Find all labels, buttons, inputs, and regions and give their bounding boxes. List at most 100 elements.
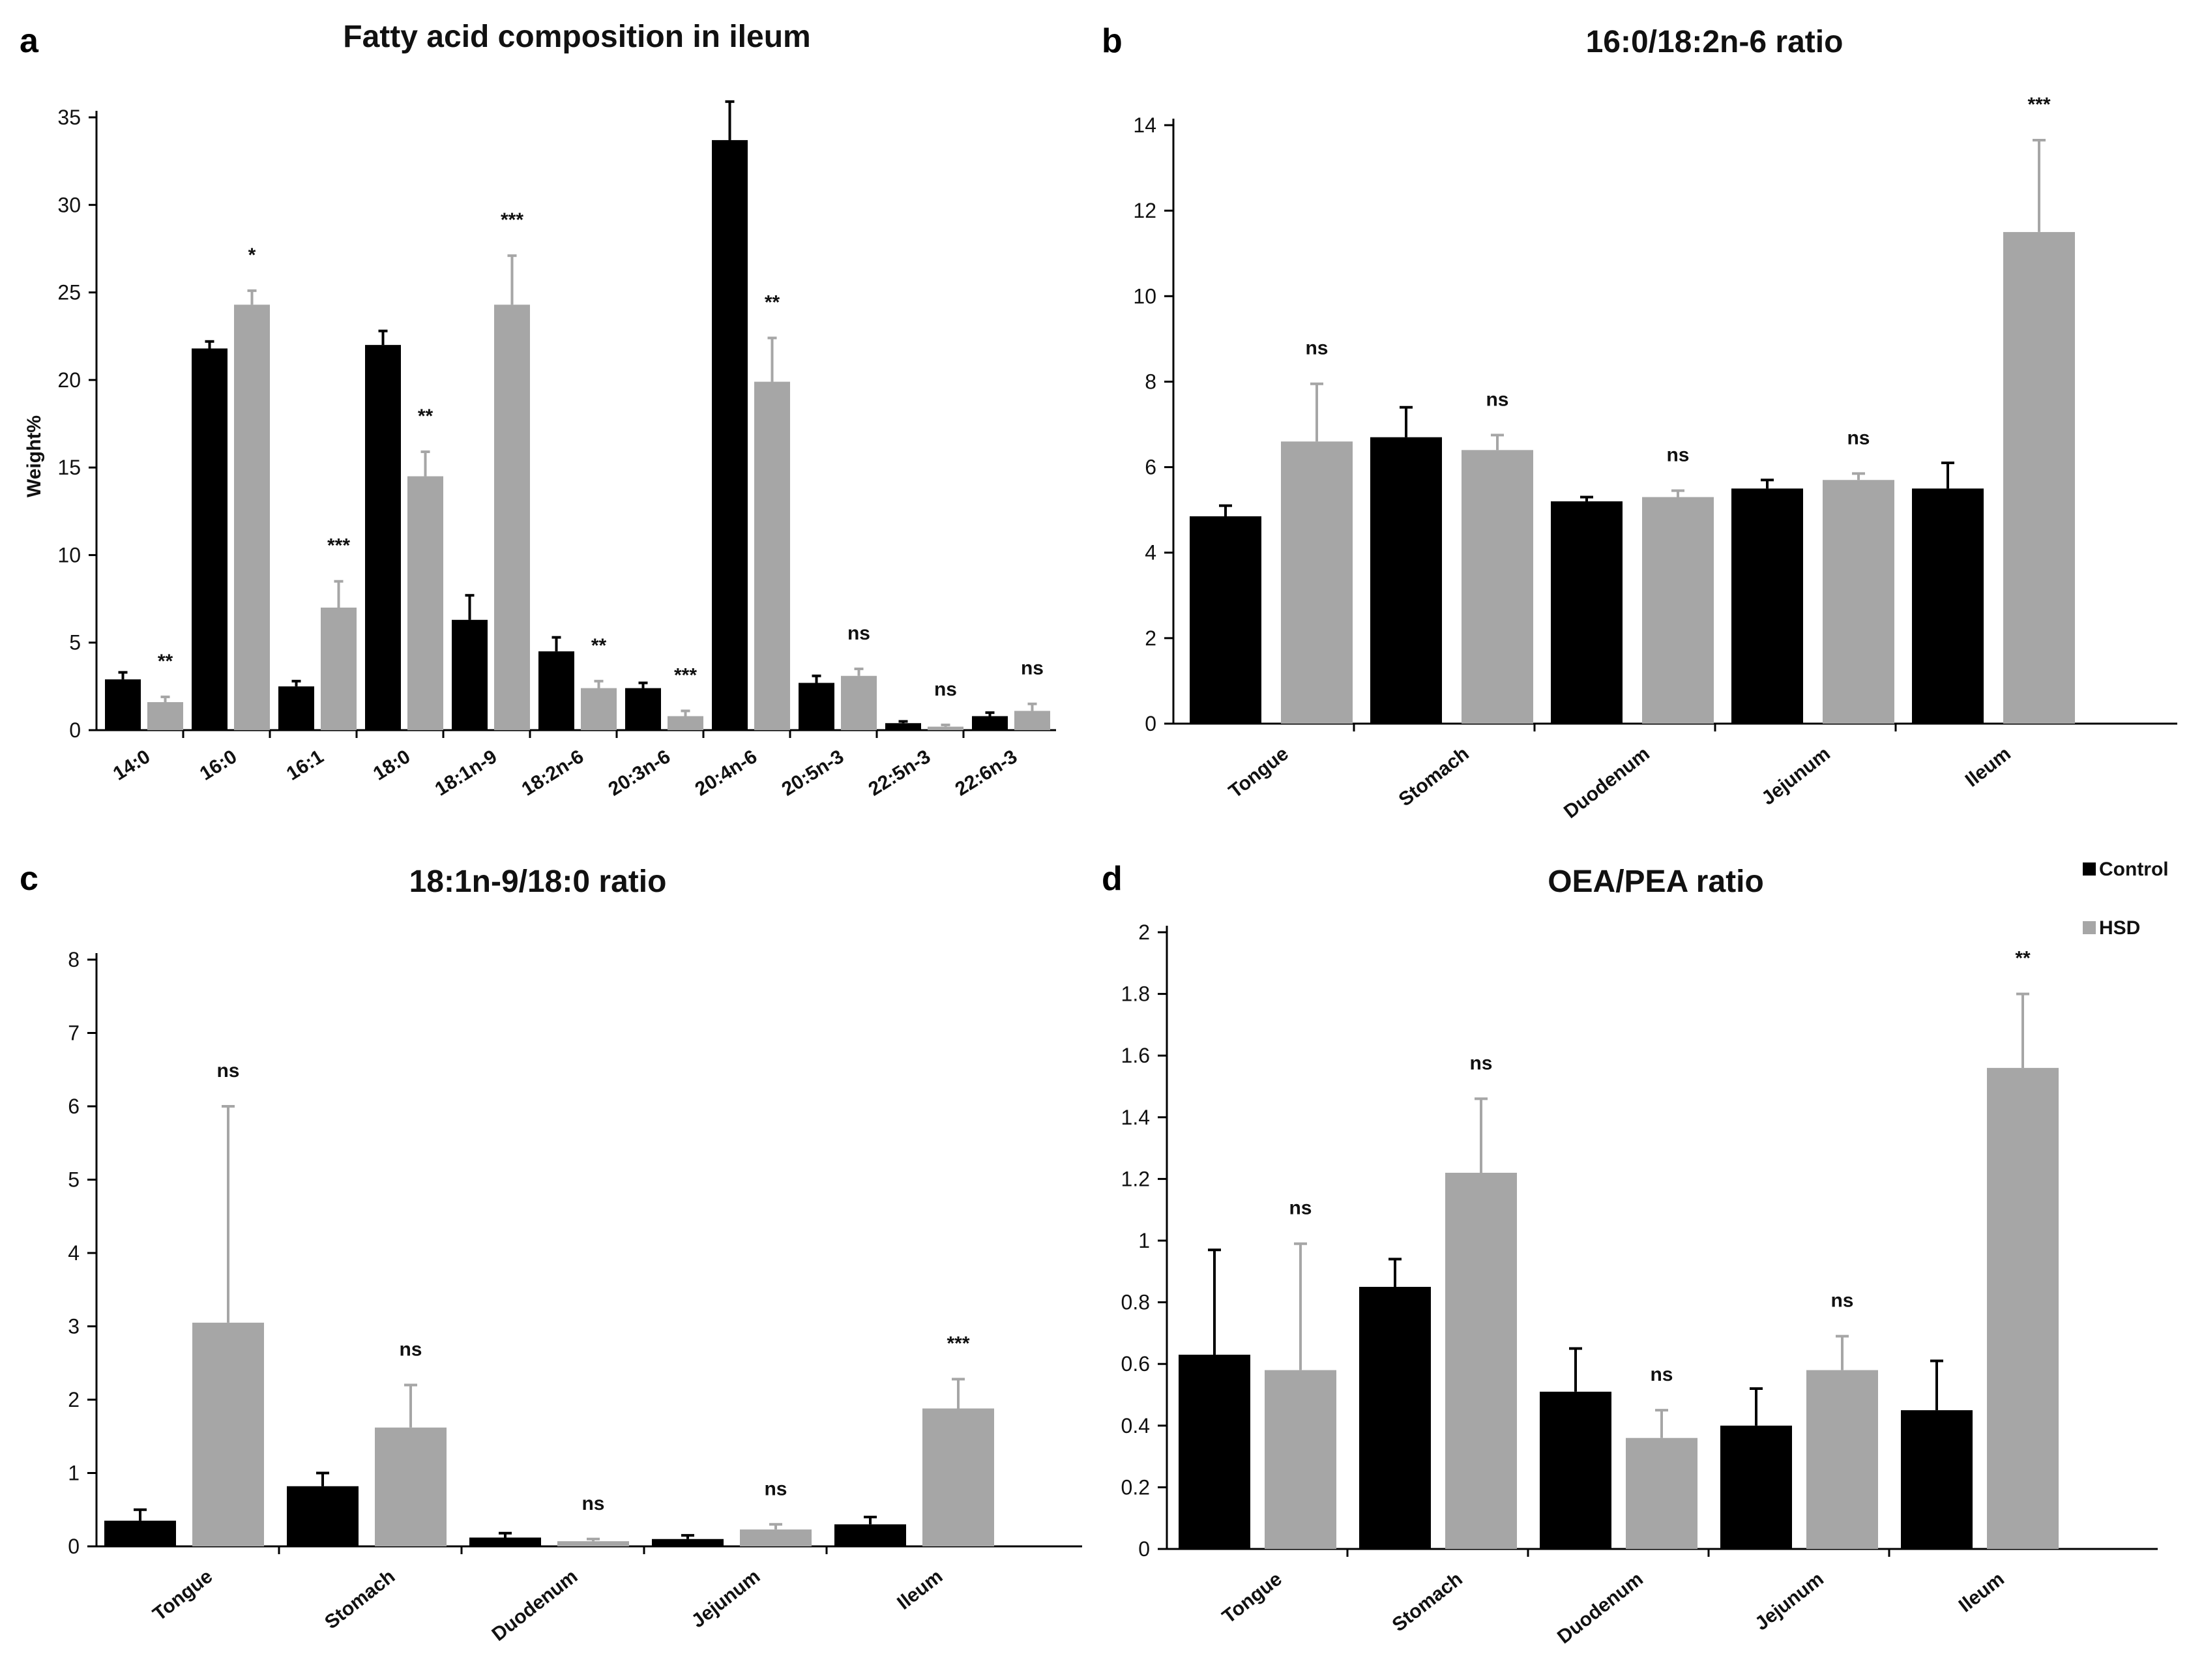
bar-hsd xyxy=(1806,1370,1878,1549)
bar-control xyxy=(538,651,574,730)
y-tick-label: 12 xyxy=(1133,199,1156,222)
bar-hsd xyxy=(192,1322,264,1546)
panel-letter: a xyxy=(20,22,39,60)
y-tick-label: 0.2 xyxy=(1121,1475,1150,1499)
significance-label: * xyxy=(248,244,256,266)
bar-control xyxy=(1551,501,1623,724)
bar-hsd xyxy=(234,304,270,730)
x-category-label: Duodenum xyxy=(488,1566,582,1645)
significance-label: ns xyxy=(216,1060,239,1082)
y-tick-label: 20 xyxy=(57,368,81,392)
legend: Control HSD xyxy=(2083,859,2169,939)
panel-letter: d xyxy=(1102,860,1123,898)
x-category-label: 20:5n-3 xyxy=(778,746,848,801)
y-tick-label: 0 xyxy=(69,718,81,742)
x-category-label: Stomach xyxy=(321,1566,399,1634)
x-category-label: Tongue xyxy=(149,1566,216,1625)
bar-control xyxy=(105,679,141,730)
y-tick-label: 1.2 xyxy=(1121,1167,1150,1190)
legend-swatch-control xyxy=(2083,862,2096,876)
panel-b: b 16:0/18:2n-6 ratio 0 2 4 6 8 10 12 14 ns Tongue ns… xyxy=(1102,22,2177,823)
y-axis-label: Weight% xyxy=(23,415,45,497)
x-category-label: Ileum xyxy=(893,1566,947,1614)
bar-control xyxy=(652,1539,724,1546)
bar-control xyxy=(452,619,488,730)
y-tick-label: 0 xyxy=(1145,712,1156,735)
bar-hsd xyxy=(375,1427,447,1546)
bar-control xyxy=(799,683,834,730)
y-tick-label: 2 xyxy=(1138,921,1150,944)
x-category-label: 20:4n-6 xyxy=(692,746,761,801)
significance-label: ns xyxy=(399,1339,422,1361)
y-tick-label: 0 xyxy=(68,1535,80,1558)
y-tick-label: 5 xyxy=(69,631,81,655)
y-tick-label: 8 xyxy=(68,948,80,971)
significance-label: ns xyxy=(1847,427,1870,449)
x-category-label: Duodenum xyxy=(1553,1569,1647,1648)
legend-label-hsd: HSD xyxy=(2099,917,2140,939)
x-category-label: Stomach xyxy=(1389,1569,1467,1636)
significance-label: ns xyxy=(1021,658,1044,679)
bar-control xyxy=(1540,1391,1611,1549)
significance-label: *** xyxy=(674,664,697,686)
bar-hsd xyxy=(754,381,790,730)
bar-hsd xyxy=(1987,1068,2059,1549)
significance-label: ** xyxy=(418,405,433,427)
significance-label: ns xyxy=(1666,445,1689,466)
significance-label: ns xyxy=(1469,1052,1492,1074)
bar-control xyxy=(1901,1410,1973,1549)
panel-c: c 18:1n-9/18:0 ratio 0 1 2 3 4 5 6 7 8 ns Tongue ns St… xyxy=(20,860,1082,1645)
x-category-label: 18:0 xyxy=(370,746,414,785)
significance-label: ns xyxy=(1305,338,1328,359)
significance-label: *** xyxy=(501,209,523,231)
y-tick-label: 7 xyxy=(68,1022,80,1045)
x-category-label: Ileum xyxy=(1955,1569,2008,1617)
bar-control xyxy=(1359,1286,1431,1549)
bar-hsd xyxy=(740,1529,812,1546)
panel-letter: c xyxy=(20,860,38,898)
bar-control xyxy=(1731,488,1803,724)
y-tick-label: 35 xyxy=(57,106,81,129)
bar-control xyxy=(278,686,314,730)
y-tick-label: 30 xyxy=(57,193,81,216)
bar-hsd xyxy=(1445,1172,1517,1549)
bar-hsd xyxy=(1014,711,1050,730)
bar-hsd xyxy=(147,702,183,730)
x-category-label: 20:3n-6 xyxy=(605,746,675,801)
bar-control xyxy=(625,688,661,730)
x-category-label: 14:0 xyxy=(110,746,154,785)
bar-control xyxy=(1720,1425,1792,1549)
x-category-label: Ileum xyxy=(1962,743,2015,791)
x-category-label: Jejunum xyxy=(688,1566,765,1632)
x-category-label: 18:1n-9 xyxy=(432,746,501,801)
significance-label: *** xyxy=(947,1333,969,1355)
y-tick-label: 6 xyxy=(1145,456,1156,479)
x-category-label: 16:0 xyxy=(196,746,241,785)
bar-hsd xyxy=(407,476,443,730)
chart-title: Fatty acid composition in ileum xyxy=(343,20,810,54)
bar-hsd xyxy=(494,304,530,730)
significance-label: ns xyxy=(581,1493,604,1514)
significance-label: ns xyxy=(1650,1364,1673,1385)
bar-hsd xyxy=(1281,441,1353,724)
significance-label: ns xyxy=(934,679,957,700)
bar-control xyxy=(972,716,1008,730)
y-tick-label: 0.8 xyxy=(1121,1291,1150,1314)
bar-control xyxy=(834,1524,906,1546)
y-tick-label: 2 xyxy=(1145,626,1156,650)
significance-label: ** xyxy=(158,651,173,672)
y-tick-label: 1 xyxy=(68,1462,80,1485)
y-tick-label: 1 xyxy=(1138,1229,1150,1252)
y-tick-label: 0.4 xyxy=(1121,1414,1150,1437)
bar-hsd xyxy=(1823,480,1894,724)
significance-label: ** xyxy=(765,291,780,313)
significance-label: ns xyxy=(847,623,870,644)
y-tick-label: 10 xyxy=(57,543,81,567)
bar-hsd xyxy=(922,1408,994,1546)
x-category-label: 22:5n-3 xyxy=(865,746,935,801)
significance-label: ns xyxy=(764,1478,787,1499)
chart-title: OEA/PEA ratio xyxy=(1548,864,1764,899)
x-category-label: Stomach xyxy=(1395,743,1473,811)
significance-label: ns xyxy=(1486,389,1508,410)
